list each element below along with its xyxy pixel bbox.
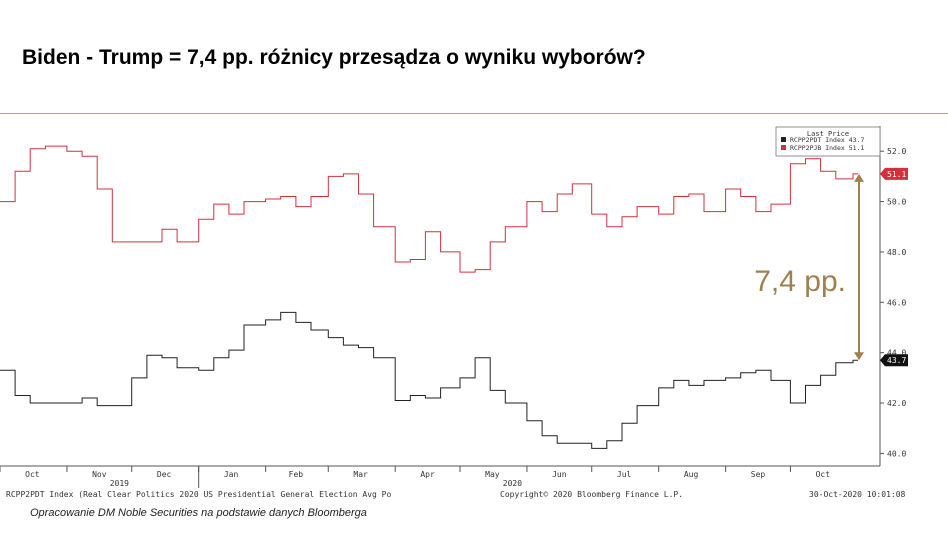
x-tick-label: Jun <box>552 470 567 479</box>
x-tick-label: Feb <box>289 470 304 479</box>
x-tick-label: Jan <box>224 470 239 479</box>
x-tick-label: May <box>485 470 500 479</box>
y-tick-label: 52.0 <box>887 147 906 156</box>
price-tag-label: 51.1 <box>887 170 906 179</box>
trump-last-price-tag: 43.7 <box>880 354 908 367</box>
biden-last-price-tag: 51.1 <box>880 167 908 180</box>
x-tick-label: Oct <box>816 470 831 479</box>
page-title: Biden - Trump = 7,4 pp. różnicy przesądz… <box>22 46 646 69</box>
x-tick-label: Mar <box>353 470 368 479</box>
footer-copyright: Copyright© 2020 Bloomberg Finance L.P. <box>500 490 684 499</box>
difference-arrow-head-top <box>854 173 864 182</box>
trump-series-line <box>0 311 858 449</box>
title-divider <box>0 113 948 114</box>
price-tag-label: 43.7 <box>887 356 906 365</box>
legend-swatch <box>781 137 786 142</box>
chart-annotation: 7,4 pp. <box>754 173 864 361</box>
y-tick-label: 40.0 <box>887 449 906 458</box>
x-tick-label: Oct <box>25 470 40 479</box>
legend-title: Last Price <box>807 130 849 138</box>
legend-swatch <box>781 145 786 150</box>
difference-arrow-head-bottom <box>854 352 864 361</box>
legend-entry: RCPP2PJB Index 51.1 <box>790 144 864 152</box>
x-tick-label: Dec <box>157 470 172 479</box>
biden-series-line <box>0 145 858 273</box>
chart-axes: 40.0 42.0 44.0 46.0 48.0 50.0 52.0 Oct Nov Dec Jan… <box>0 126 908 488</box>
credit-note: Opracowanie DM Noble Securities na podst… <box>30 507 367 519</box>
y-tick-label: 50.0 <box>887 198 906 207</box>
x-tick-label: Aug <box>684 470 699 479</box>
chart-series <box>0 145 858 449</box>
footer-source: RCPP2PDT Index (Real Clear Politics 2020… <box>6 490 392 499</box>
y-tick-label: 42.0 <box>887 399 906 408</box>
footer-timestamp: 30-Oct-2020 10:01:08 <box>809 490 906 499</box>
price-tag-shape <box>880 167 908 180</box>
x-tick-label: Sep <box>751 470 766 479</box>
price-tag-shape <box>880 354 908 367</box>
legend-box <box>775 126 881 157</box>
difference-label: 7,4 pp. <box>754 265 846 298</box>
x-tick-label: Nov <box>92 470 107 479</box>
x-tick-label: Apr <box>420 470 435 479</box>
x-tick-label: Jul <box>617 470 632 479</box>
y-tick-label: 48.0 <box>887 248 906 257</box>
y-tick-label: 46.0 <box>887 298 906 307</box>
y-tick-label: 44.0 <box>887 349 906 358</box>
legend-entry: RCPP2PDT Index 43.7 <box>790 136 864 144</box>
x-year-label: 2020 <box>503 479 522 488</box>
x-year-label: 2019 <box>110 479 129 488</box>
